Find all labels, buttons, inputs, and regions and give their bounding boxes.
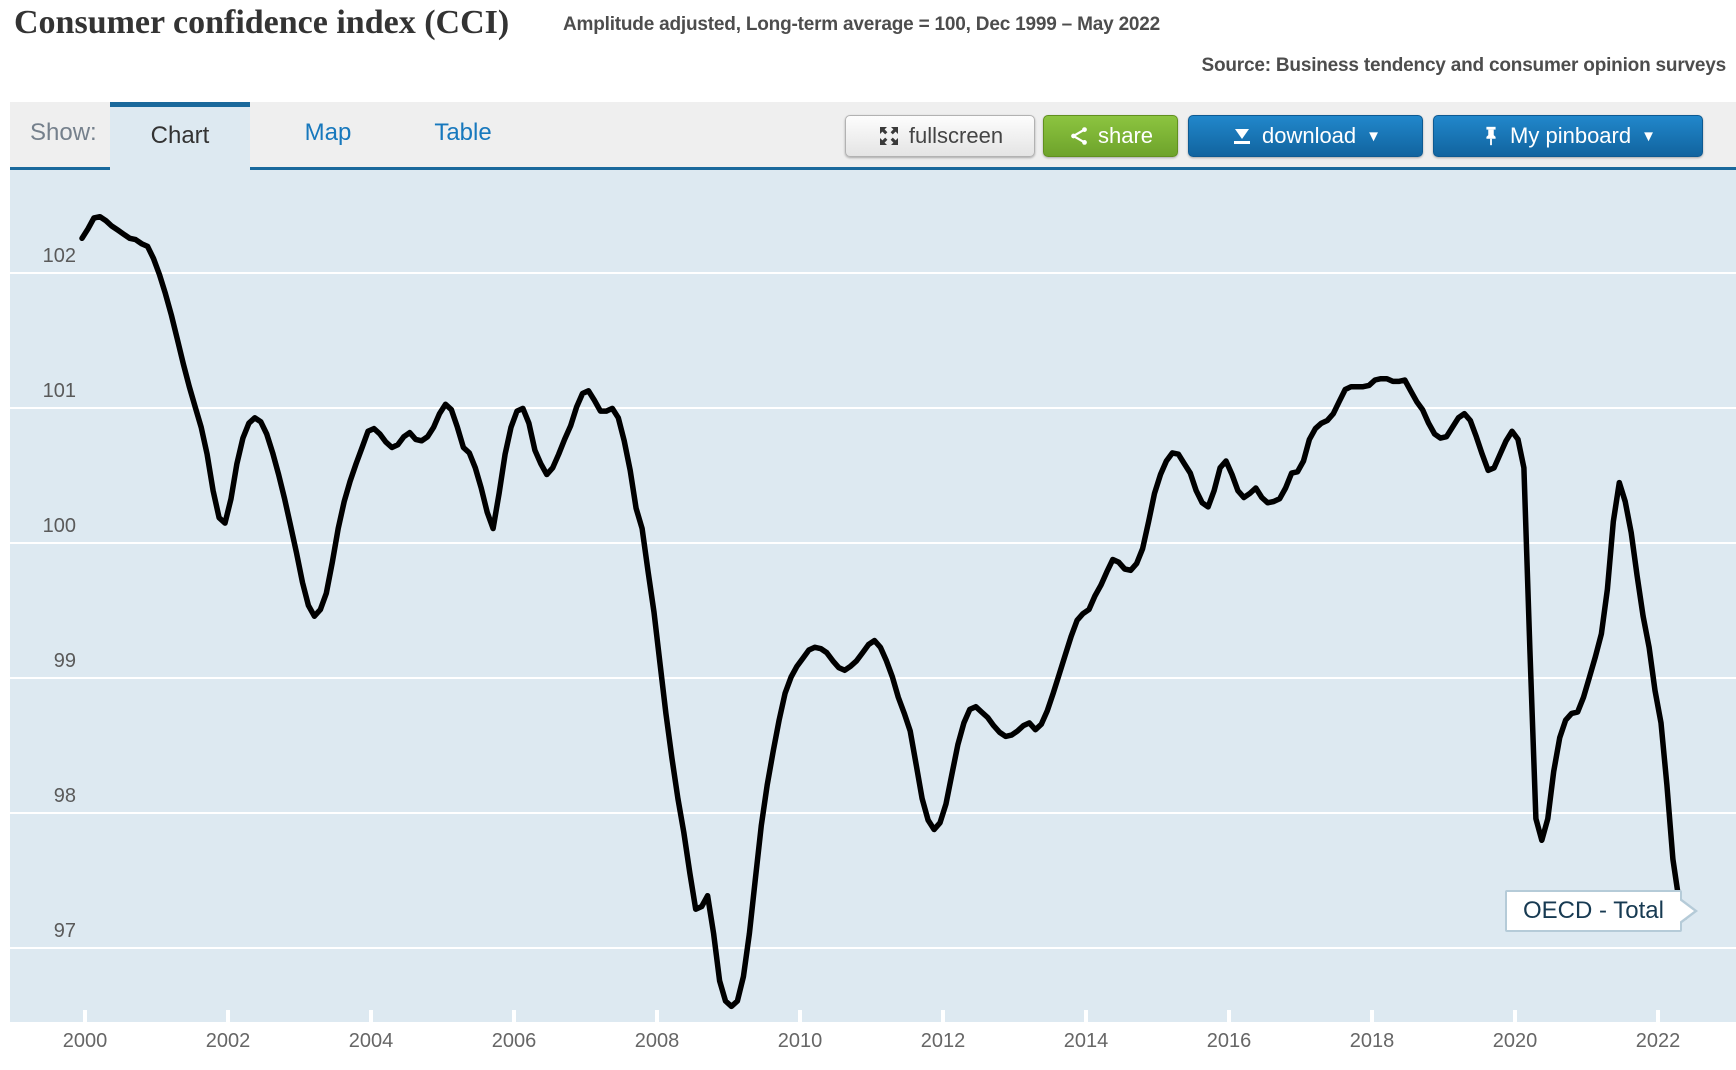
gridline-100: [10, 542, 1736, 544]
x-tick-2022: [1656, 1010, 1660, 1022]
y-tick-label-97: 97: [53, 920, 76, 942]
gridline-98: [10, 812, 1736, 814]
y-tick-label-102: 102: [42, 245, 76, 267]
x-tick-2000: [83, 1010, 87, 1022]
share-button-label: share: [1097, 123, 1154, 148]
y-tick-label-99: 99: [53, 650, 76, 672]
x-tick-2014: [1084, 1010, 1088, 1022]
show-label: Show:: [30, 119, 97, 146]
x-tick-2018: [1370, 1010, 1374, 1022]
my-pinboard-button[interactable]: My pinboard ▼: [1433, 115, 1703, 157]
tab-table[interactable]: Table: [434, 119, 492, 146]
x-tick-label-2020: 2020: [1492, 1030, 1538, 1052]
gridline-101: [10, 407, 1736, 409]
share-button[interactable]: share: [1043, 115, 1178, 157]
x-tick-label-2016: 2016: [1206, 1030, 1252, 1052]
x-tick-2002: [226, 1010, 230, 1022]
gridline-97: [10, 947, 1736, 949]
x-tick-label-2010: 2010: [777, 1030, 823, 1052]
tab-chart[interactable]: Chart: [110, 102, 250, 173]
series-tooltip-label: OECD - Total: [1523, 897, 1664, 924]
x-tick-label-2000: 2000: [62, 1030, 108, 1052]
x-tick-label-2002: 2002: [205, 1030, 251, 1052]
y-tick-label-98: 98: [53, 785, 76, 807]
x-tick-2004: [369, 1010, 373, 1022]
download-icon: [1230, 124, 1254, 148]
x-tick-label-2008: 2008: [634, 1030, 680, 1052]
expand-icon: [877, 124, 901, 148]
x-tick-2008: [655, 1010, 659, 1022]
chevron-down-icon: ▼: [1366, 127, 1382, 145]
page-title: Consumer confidence index (CCI): [14, 4, 510, 41]
toolbar: Show: Chart Map Table fullscreen: [10, 102, 1736, 173]
y-tick-label-101: 101: [42, 380, 76, 402]
y-tick-label-100: 100: [42, 515, 76, 537]
x-tick-label-2014: 2014: [1063, 1030, 1109, 1052]
x-tick-label-2006: 2006: [491, 1030, 537, 1052]
x-tick-2010: [798, 1010, 802, 1022]
x-tick-label-2018: 2018: [1349, 1030, 1395, 1052]
download-button-label: download: [1261, 123, 1357, 148]
gridline-102: [10, 272, 1736, 274]
x-tick-label-2004: 2004: [348, 1030, 394, 1052]
fullscreen-button[interactable]: fullscreen: [845, 115, 1035, 157]
x-tick-label-2022: 2022: [1635, 1030, 1681, 1052]
fullscreen-button-label: fullscreen: [908, 123, 1004, 148]
gridline-99: [10, 677, 1736, 679]
x-tick-2016: [1227, 1010, 1231, 1022]
source-note: Source: Business tendency and consumer o…: [1201, 55, 1726, 76]
share-icon: [1068, 125, 1090, 147]
chart-plot-area[interactable]: 97 98 99 100 101 102: [10, 170, 1736, 1022]
pin-icon: [1480, 125, 1502, 147]
pinboard-button-label: My pinboard: [1510, 123, 1632, 148]
series-tooltip[interactable]: OECD - Total: [1505, 890, 1698, 932]
download-button[interactable]: download ▼: [1188, 115, 1423, 157]
x-tick-2020: [1513, 1010, 1517, 1022]
x-tick-label-2012: 2012: [920, 1030, 966, 1052]
chart-subtitle: Amplitude adjusted, Long-term average = …: [563, 14, 1161, 35]
x-tick-2006: [512, 1010, 516, 1022]
chevron-down-icon: ▼: [1641, 127, 1656, 145]
tab-map[interactable]: Map: [304, 119, 352, 146]
x-tick-2012: [941, 1010, 945, 1022]
